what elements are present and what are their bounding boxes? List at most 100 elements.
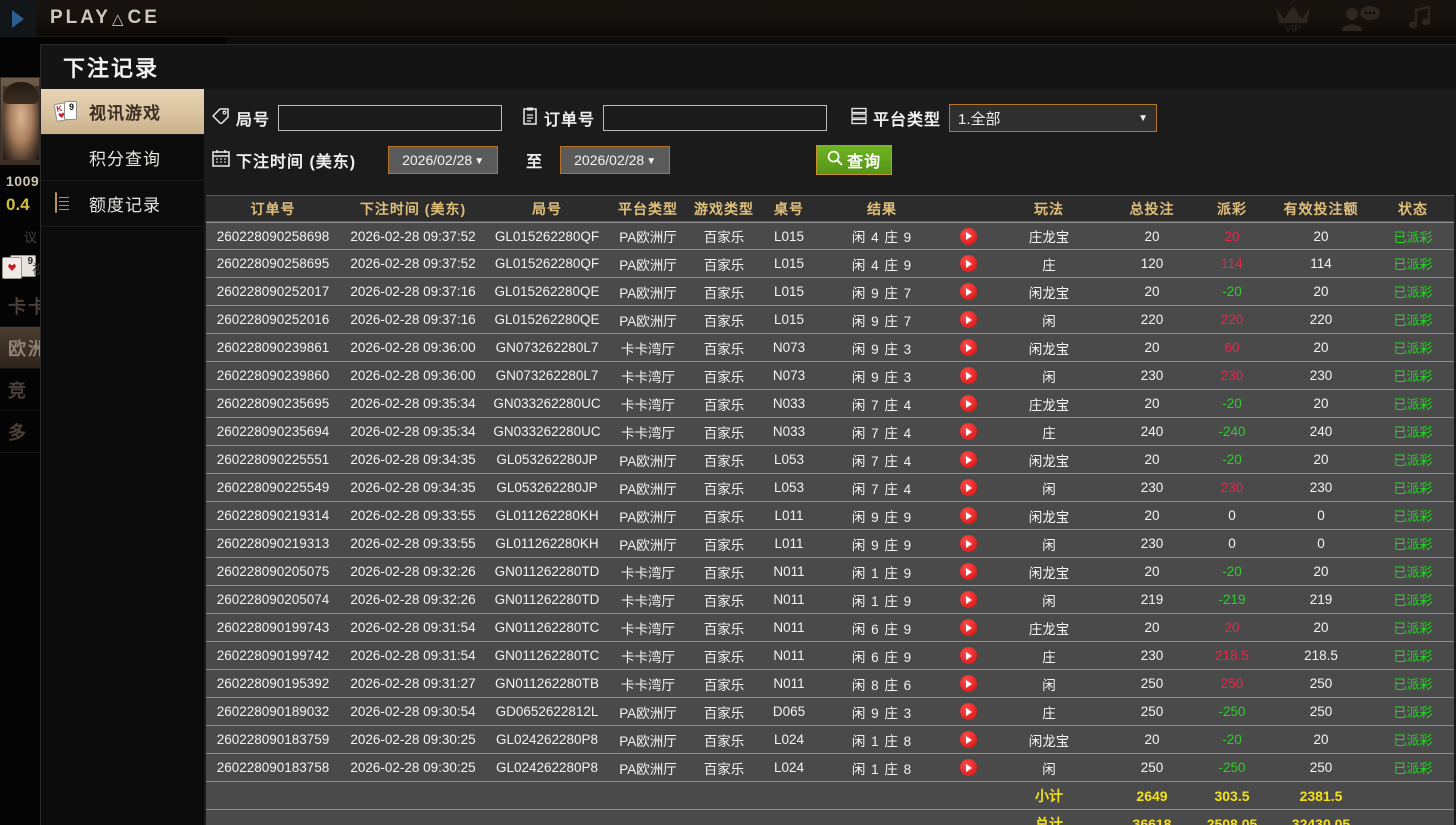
table-row[interactable]: 260228090205075 2026-02-28 09:32:26 GN0112… xyxy=(206,558,1454,586)
table-row[interactable]: 260228090239861 2026-02-28 09:36:00 GN0732… xyxy=(206,334,1454,362)
table-row[interactable]: 260228090252017 2026-02-28 09:37:16 GL0152… xyxy=(206,278,1454,306)
play-icon[interactable] xyxy=(959,395,977,412)
cell-valid: 218.5 xyxy=(1304,648,1338,663)
cell-bet: 20 xyxy=(1144,620,1160,635)
table-row[interactable]: 260228090219313 2026-02-28 09:33:55 GL0112… xyxy=(206,530,1454,558)
table-row[interactable]: 260228090205074 2026-02-28 09:32:26 GN0112… xyxy=(206,586,1454,614)
play-icon[interactable] xyxy=(959,311,977,328)
chat-icon[interactable] xyxy=(1340,5,1380,31)
date-to-picker[interactable]: 2026/02/28 ▼ xyxy=(560,146,671,174)
replay-button[interactable] xyxy=(946,479,990,496)
cell-bettype: 闲 xyxy=(1042,369,1056,385)
table-row[interactable]: 260228090258698 2026-02-28 09:37:52 GL0152… xyxy=(206,222,1454,250)
play-icon[interactable] xyxy=(959,759,977,776)
table-row[interactable]: 260228090252016 2026-02-28 09:37:16 GL0152… xyxy=(206,306,1454,334)
replay-button[interactable] xyxy=(946,227,990,245)
date-from-picker[interactable]: 2026/02/28 ▼ xyxy=(388,146,499,174)
cell-bettype: 闲 xyxy=(1042,593,1056,609)
replay-button[interactable] xyxy=(946,563,990,580)
play-icon[interactable] xyxy=(959,703,977,720)
replay-button[interactable] xyxy=(946,619,990,636)
table-row[interactable]: 260228090235695 2026-02-28 09:35:34 GN0332… xyxy=(206,390,1454,418)
replay-button[interactable] xyxy=(946,311,990,328)
replay-button[interactable] xyxy=(946,507,990,524)
cell-bet: 20 xyxy=(1144,228,1160,244)
search-button[interactable]: 查询 xyxy=(816,145,893,175)
cell-gametype: 百家乐 xyxy=(703,341,745,357)
cell-result: 闲 8 庄 6 xyxy=(851,677,913,693)
play-icon[interactable] xyxy=(959,535,977,552)
play-icon[interactable] xyxy=(959,255,977,272)
cell-gametype: 百家乐 xyxy=(703,453,745,469)
cell-valid: 219 xyxy=(1309,592,1333,607)
replay-button[interactable] xyxy=(946,535,990,552)
replay-button[interactable] xyxy=(946,591,990,608)
table-row[interactable]: 260228090225549 2026-02-28 09:34:35 GL0532… xyxy=(206,474,1454,502)
play-icon[interactable] xyxy=(959,731,977,748)
replay-button[interactable] xyxy=(946,339,990,356)
status-badge: 已派彩 xyxy=(1393,621,1433,636)
play-icon[interactable] xyxy=(959,479,977,496)
cell-tableno: N011 xyxy=(773,620,805,635)
cell-gametype: 百家乐 xyxy=(703,733,745,749)
cell-time: 2026-02-28 09:30:25 xyxy=(350,732,476,747)
replay-button[interactable] xyxy=(946,675,990,692)
play-icon[interactable] xyxy=(959,423,977,440)
round-input[interactable] xyxy=(278,105,503,131)
app-logo-badge[interactable] xyxy=(0,0,36,37)
table-row[interactable]: 260228090239860 2026-02-28 09:36:00 GN0732… xyxy=(206,362,1454,390)
table-row[interactable]: 260228090219314 2026-02-28 09:33:55 GL0112… xyxy=(206,502,1454,530)
table-row[interactable]: 260228090199742 2026-02-28 09:31:54 GN0112… xyxy=(206,642,1454,670)
play-icon[interactable] xyxy=(959,451,977,468)
platform-select[interactable]: 1.全部 ▼ xyxy=(949,104,1158,132)
replay-button[interactable] xyxy=(946,759,990,776)
svg-text:VIP: VIP xyxy=(1285,24,1301,33)
table-row[interactable]: 260228090225551 2026-02-28 09:34:35 GL0532… xyxy=(206,446,1454,474)
cell-order: 260228090235695 xyxy=(216,396,330,411)
play-icon[interactable] xyxy=(959,591,977,608)
cell-bettype: 庄 xyxy=(1042,257,1056,273)
play-icon[interactable] xyxy=(959,367,977,384)
order-input[interactable] xyxy=(603,105,828,131)
replay-button[interactable] xyxy=(946,451,990,468)
sidebar-item-credit-record[interactable]: 额度记录 xyxy=(41,181,204,227)
play-icon[interactable] xyxy=(959,507,977,524)
replay-button[interactable] xyxy=(946,731,990,748)
cell-result: 闲 6 庄 9 xyxy=(851,621,913,637)
replay-button[interactable] xyxy=(946,255,990,272)
table-header-row: 订单号 下注时间 (美东) 局号 平台类型 游戏类型 桌号 结果 玩法 总投注 … xyxy=(206,195,1454,222)
play-icon[interactable] xyxy=(959,675,977,692)
play-icon[interactable] xyxy=(959,339,977,356)
play-icon[interactable] xyxy=(959,227,977,245)
filter-row-2: 下注时间 (美东) 2026/02/28 ▼ 至 2026/02/28 ▼ xyxy=(212,143,1456,177)
table-row[interactable]: 260228090189032 2026-02-28 09:30:54 GD0652… xyxy=(206,698,1454,726)
music-icon[interactable] xyxy=(1406,5,1432,31)
cell-gametype: 百家乐 xyxy=(703,257,745,273)
table-row[interactable]: 260228090199743 2026-02-28 09:31:54 GN0112… xyxy=(206,614,1454,642)
table-row[interactable]: 260228090183759 2026-02-28 09:30:25 GL0242… xyxy=(206,726,1454,754)
vip-crown-icon[interactable]: VIP xyxy=(1272,3,1314,33)
cell-tableno: N033 xyxy=(772,396,806,411)
sidebar-item-points-query[interactable]: 积分查询 xyxy=(41,135,204,181)
cell-time: 2026-02-28 09:37:16 xyxy=(350,284,476,299)
column-header-bet: 总投注 xyxy=(1129,200,1175,217)
cell-round: GL011262280KH xyxy=(495,536,599,551)
sidebar-item-video-games[interactable]: 视讯游戏 xyxy=(41,89,217,135)
table-row[interactable]: 260228090235694 2026-02-28 09:35:34 GN0332… xyxy=(206,418,1454,446)
cell-payout: -20 xyxy=(1222,284,1242,299)
replay-button[interactable] xyxy=(946,395,990,412)
replay-button[interactable] xyxy=(946,647,990,664)
replay-button[interactable] xyxy=(946,703,990,720)
table-row[interactable]: 260228090258695 2026-02-28 09:37:52 GL0152… xyxy=(206,250,1454,278)
play-icon[interactable] xyxy=(959,563,977,580)
replay-button[interactable] xyxy=(946,423,990,440)
table-row[interactable]: 260228090183758 2026-02-28 09:30:25 GL0242… xyxy=(206,754,1454,782)
cell-order: 260228090219313 xyxy=(216,536,330,551)
table-row[interactable]: 260228090195392 2026-02-28 09:31:27 GN0112… xyxy=(206,670,1454,698)
replay-button[interactable] xyxy=(946,283,990,300)
play-icon[interactable] xyxy=(959,647,977,664)
play-icon[interactable] xyxy=(959,283,977,300)
cell-round: GL053262280JP xyxy=(496,452,598,467)
replay-button[interactable] xyxy=(946,367,990,384)
play-icon[interactable] xyxy=(959,619,977,636)
